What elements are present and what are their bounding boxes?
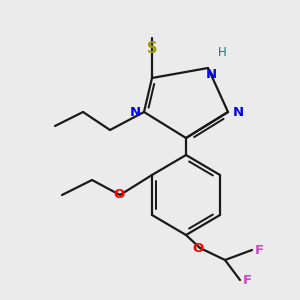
Text: F: F bbox=[254, 244, 264, 256]
Text: N: N bbox=[206, 68, 217, 82]
Text: O: O bbox=[113, 188, 124, 202]
Text: O: O bbox=[192, 242, 204, 254]
Text: N: N bbox=[129, 106, 141, 118]
Text: F: F bbox=[242, 274, 252, 286]
Text: S: S bbox=[147, 41, 157, 56]
Text: H: H bbox=[218, 46, 226, 59]
Text: N: N bbox=[232, 106, 244, 118]
